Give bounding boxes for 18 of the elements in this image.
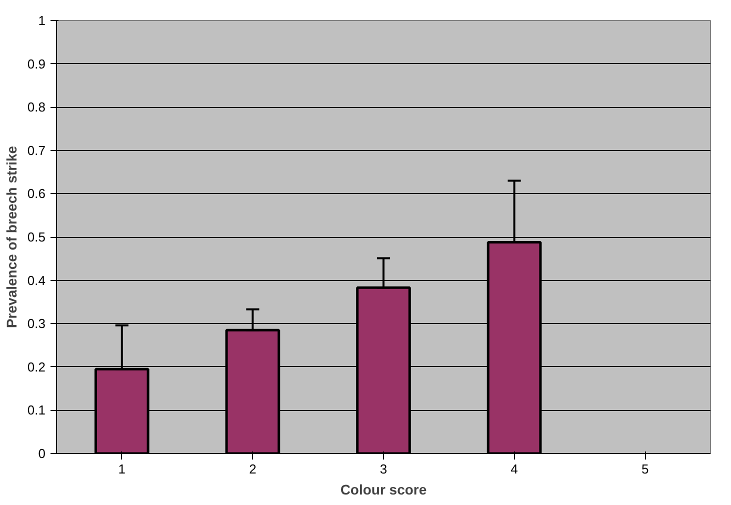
y-tick-label: 0.5 [27,230,46,244]
x-tick-label: 1 [118,462,126,476]
y-tick-label: 0.9 [27,56,46,72]
x-tick-label: 4 [510,462,518,476]
y-tick-label: 0.1 [27,402,46,418]
y-tick-label: 0.6 [27,186,46,202]
x-axis-title: Colour score [340,482,427,498]
y-tick-label: 0.8 [27,100,46,115]
y-tick-label: 0.3 [27,316,46,332]
y-tick-label: 0.2 [27,359,46,374]
y-tick-label: 0 [38,446,46,461]
y-tick-label: 1 [38,13,46,28]
x-tick-label: 5 [641,462,649,476]
x-tick-label: 2 [249,462,256,476]
y-tick-label: 0.7 [27,142,46,158]
y-axis-title: Prevalence of breech strike [3,146,20,328]
y-tick-label: 0.4 [27,272,46,288]
x-tick-label: 3 [380,462,388,476]
